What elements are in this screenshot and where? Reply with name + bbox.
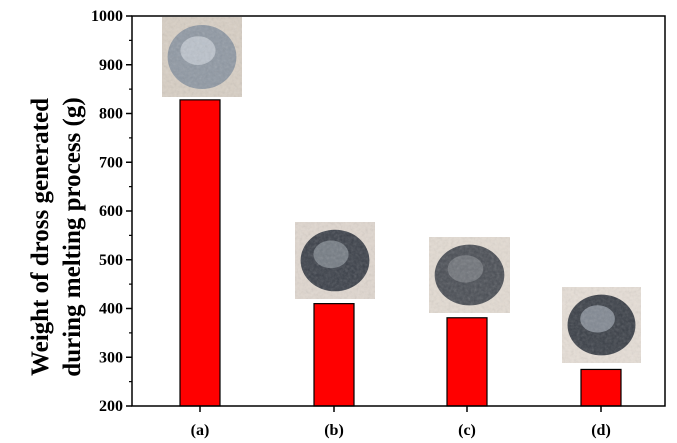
dross-photo-c-icon [429,237,510,313]
plot-frame [131,15,666,407]
y-axis-ticks: 200 300 400 500 600 700 800 900 1000 [91,8,132,415]
y-tick-label: 1000 [91,8,123,25]
dross-photo-d-icon [562,287,641,363]
bar-1 [313,303,355,407]
y-tick-label: 600 [99,203,123,220]
dross-thumbnails [162,17,641,363]
y-tick-label: 200 [99,398,123,415]
y-axis-label-line-2: during melting process (g) [59,97,86,376]
bars [179,99,622,407]
bar-2 [446,317,488,407]
dross-texture [295,222,375,299]
y-axis-label-line-1: Weight of dross generated [27,98,54,376]
bar-0 [179,99,221,407]
y-tick-label: 400 [99,301,123,318]
y-tick-label: 500 [99,252,123,269]
dross-photo-b-icon [295,222,375,299]
y-tick-label: 900 [99,57,123,74]
dross-texture [562,287,641,363]
x-tick-label: (b) [324,422,344,439]
y-axis-label: Weight of dross generated during melting… [27,97,86,376]
bar-3 [580,368,622,407]
x-axis-ticks: (a) (b) (c) (d) [191,406,611,439]
y-tick-label: 800 [99,106,123,123]
x-tick-label: (c) [458,422,476,439]
dross-texture [162,17,242,97]
y-tick-label: 300 [99,349,123,366]
dross-photo-a-icon [162,17,242,97]
x-tick-label: (d) [591,422,611,439]
dross-texture [429,237,510,313]
y-tick-label: 700 [99,154,123,171]
x-tick-label: (a) [191,422,210,439]
